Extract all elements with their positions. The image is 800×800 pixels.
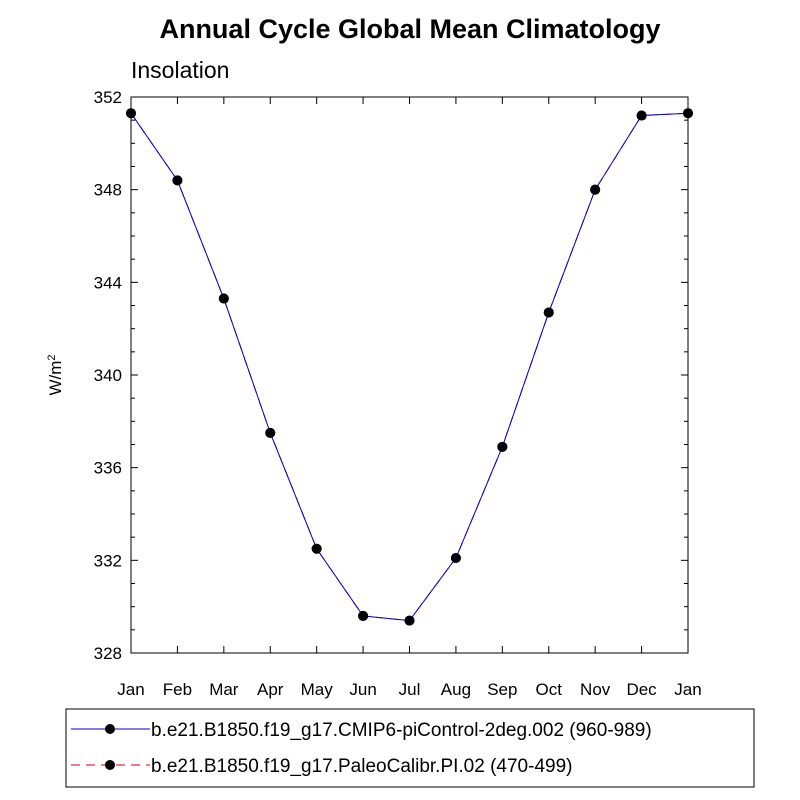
legend-label: b.e21.B1850.f19_g17.PaleoCalibr.PI.02 (4…: [151, 756, 572, 777]
data-point: [543, 307, 554, 318]
y-tick-label: 352: [94, 88, 122, 107]
data-point: [636, 110, 647, 121]
plot-frame: [130, 96, 689, 654]
data-point: [590, 184, 601, 195]
series-line: [130, 112, 689, 622]
x-tick-label: Oct: [536, 680, 563, 699]
legend-marker: [105, 724, 115, 734]
x-tick-label: Jun: [349, 680, 376, 699]
legend: b.e21.B1850.f19_g17.CMIP6-piControl-2deg…: [71, 720, 652, 777]
data-point: [683, 108, 693, 119]
series-line: [130, 112, 689, 622]
y-tick-label: 336: [94, 459, 122, 478]
y-tick-label: 348: [94, 181, 122, 200]
data-point: [311, 543, 322, 554]
x-axis: Jan Feb Mar Apr May Jun Jul Aug Sep Oct Nov Dec Jan: [117, 97, 702, 699]
data-point: [218, 293, 229, 304]
y-axis-label-base: W/m: [46, 361, 65, 396]
data-point: [358, 610, 369, 621]
x-tick-label: Jan: [674, 680, 701, 699]
x-tick-label: Sep: [487, 680, 517, 699]
y-axis-label-superscript: 2: [46, 354, 58, 360]
x-tick-label: Apr: [257, 680, 284, 699]
legend-box: [65, 708, 755, 788]
data-point: [265, 427, 276, 438]
y-axis-label: W/m2: [46, 354, 65, 395]
x-tick-label: May: [301, 680, 334, 699]
x-tick-label: Jan: [117, 680, 144, 699]
x-tick-label: Feb: [163, 680, 192, 699]
x-tick-label: Jul: [399, 680, 421, 699]
x-tick-label: Nov: [580, 680, 611, 699]
series-layer: [126, 108, 693, 626]
chart-title: Annual Cycle Global Mean Climatology: [159, 14, 660, 44]
chart-subtitle: Insolation: [131, 57, 229, 83]
y-axis: 328 332 336 340 344 348 352: [94, 88, 688, 663]
y-tick-label: 344: [94, 273, 122, 292]
y-tick-label: 340: [94, 366, 122, 385]
data-point: [404, 615, 415, 626]
x-tick-label: Aug: [441, 680, 471, 699]
x-tick-label: Dec: [626, 680, 657, 699]
legend-label: b.e21.B1850.f19_g17.CMIP6-piControl-2deg…: [151, 720, 652, 741]
data-point: [450, 553, 461, 564]
data-point: [172, 175, 183, 186]
y-tick-label: 332: [94, 551, 122, 570]
y-tick-label: 328: [94, 644, 122, 663]
data-point: [497, 441, 508, 452]
x-tick-label: Mar: [209, 680, 239, 699]
data-point: [126, 108, 136, 119]
legend-marker: [105, 760, 115, 770]
